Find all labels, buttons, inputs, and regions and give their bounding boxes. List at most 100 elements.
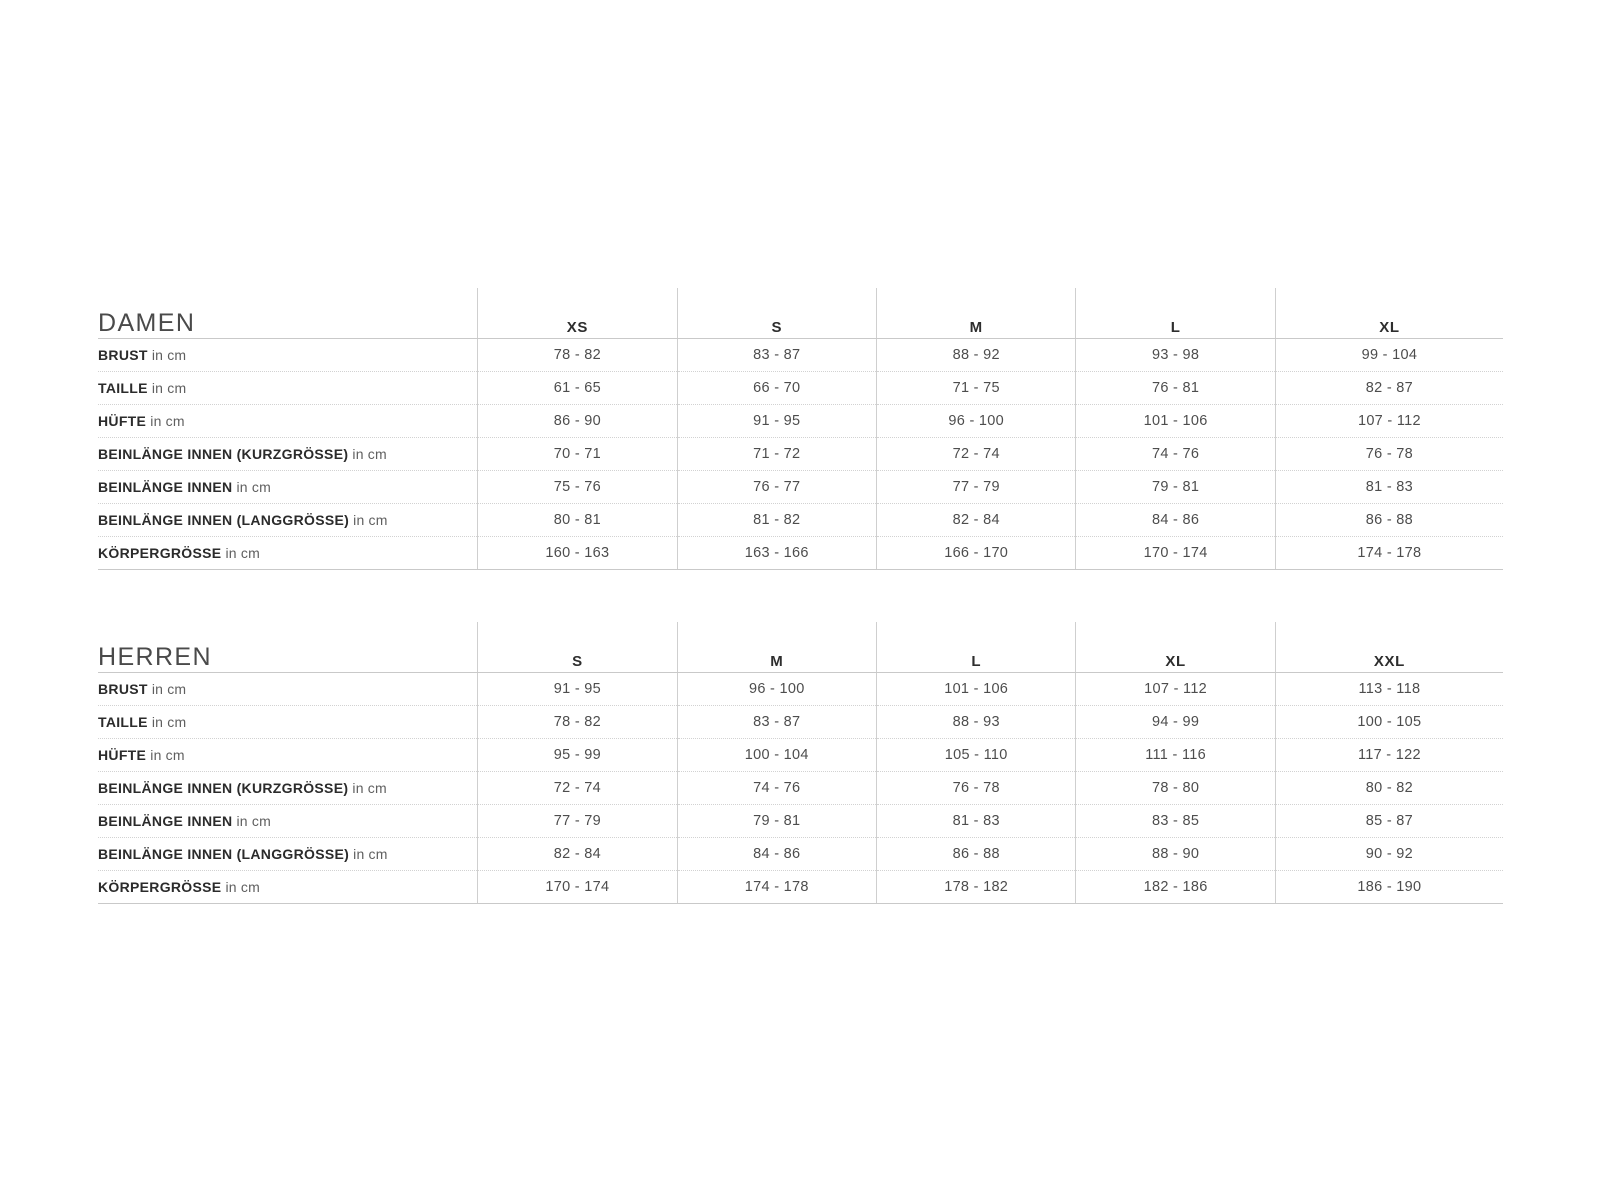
row-label: TAILLE in cm: [98, 705, 478, 739]
row-label-strong: HÜFTE: [98, 746, 147, 763]
row-label-unit: in cm: [147, 713, 187, 730]
table-row: KÖRPERGRÖSSE in cm 160 - 163 163 - 166 1…: [98, 536, 1503, 570]
row-label-strong: BEINLÄNGE INNEN: [98, 478, 233, 495]
cell-value: 90 - 92: [1274, 837, 1503, 871]
cell-value: 186 - 190: [1274, 870, 1503, 904]
cell-value: 82 - 84: [875, 503, 1076, 537]
cell-value: 80 - 82: [1274, 771, 1503, 805]
column-header-size-2: M: [875, 288, 1076, 339]
table-body-herren: BRUST in cm 91 - 95 96 - 100 101 - 106 1…: [98, 672, 1503, 904]
cell-value: 74 - 76: [1075, 437, 1276, 471]
row-label: BEINLÄNGE INNEN (KURZGRÖSSE) in cm: [98, 771, 478, 805]
table-header-herren: HERREN S M L XL XXL: [98, 622, 1503, 673]
cell-value: 83 - 87: [676, 705, 877, 739]
row-label: KÖRPERGRÖSSE in cm: [98, 536, 478, 570]
cell-value: 182 - 186: [1075, 870, 1276, 904]
cell-value: 78 - 82: [477, 705, 678, 739]
table-row: HÜFTE in cm 95 - 99 100 - 104 105 - 110 …: [98, 738, 1503, 772]
row-label-unit: in cm: [349, 845, 388, 862]
table-title-damen: DAMEN: [98, 288, 478, 339]
column-header-size-4: XL: [1274, 288, 1503, 339]
row-label-unit: in cm: [221, 544, 260, 561]
column-header-label: L: [1170, 319, 1181, 336]
table-row: BEINLÄNGE INNEN (LANGGRÖSSE) in cm 80 - …: [98, 503, 1503, 537]
size-tables-container: DAMEN XS S M L XL BRUST in cm 78 - 82 83…: [98, 288, 1503, 904]
cell-value: 70 - 71: [477, 437, 678, 471]
cell-value: 76 - 77: [676, 470, 877, 504]
column-header-label: XL: [1165, 653, 1186, 670]
cell-value: 163 - 166: [676, 536, 877, 570]
column-header-size-3: L: [1075, 288, 1276, 339]
cell-value: 71 - 72: [676, 437, 877, 471]
cell-value: 80 - 81: [477, 503, 678, 537]
cell-value: 76 - 78: [1274, 437, 1503, 471]
cell-value: 61 - 65: [477, 371, 678, 405]
column-header-label: M: [969, 319, 983, 336]
row-label-strong: BRUST: [98, 680, 148, 697]
cell-value: 81 - 83: [875, 804, 1076, 838]
cell-value: 81 - 83: [1274, 470, 1503, 504]
table-row: KÖRPERGRÖSSE in cm 170 - 174 174 - 178 1…: [98, 870, 1503, 904]
table-row: HÜFTE in cm 86 - 90 91 - 95 96 - 100 101…: [98, 404, 1503, 438]
cell-value: 83 - 85: [1075, 804, 1276, 838]
table-header-damen: DAMEN XS S M L XL: [98, 288, 1503, 339]
table-row: BEINLÄNGE INNEN (KURZGRÖSSE) in cm 72 - …: [98, 771, 1503, 805]
cell-value: 71 - 75: [875, 371, 1076, 405]
column-header-size-2: L: [875, 622, 1076, 673]
cell-value: 160 - 163: [477, 536, 678, 570]
cell-value: 77 - 79: [477, 804, 678, 838]
cell-value: 86 - 88: [1274, 503, 1503, 537]
column-header-size-3: XL: [1075, 622, 1276, 673]
cell-value: 113 - 118: [1274, 672, 1503, 706]
row-label-unit: in cm: [146, 746, 185, 763]
table-title-herren: HERREN: [98, 622, 478, 673]
row-label-strong: BEINLÄNGE INNEN: [98, 812, 233, 829]
cell-value: 78 - 80: [1075, 771, 1276, 805]
row-label-strong: KÖRPERGRÖSSE: [98, 544, 222, 561]
row-label: BEINLÄNGE INNEN (LANGGRÖSSE) in cm: [98, 837, 478, 871]
column-header-label: XXL: [1373, 653, 1405, 670]
table-row: TAILLE in cm 78 - 82 83 - 87 88 - 93 94 …: [98, 705, 1503, 739]
row-label-unit: in cm: [221, 878, 260, 895]
column-header-label: S: [572, 653, 583, 670]
row-label: TAILLE in cm: [98, 371, 478, 405]
cell-value: 96 - 100: [676, 672, 877, 706]
cell-value: 66 - 70: [676, 371, 877, 405]
cell-value: 77 - 79: [875, 470, 1076, 504]
row-label: BEINLÄNGE INNEN (KURZGRÖSSE) in cm: [98, 437, 478, 471]
cell-value: 72 - 74: [477, 771, 678, 805]
cell-value: 107 - 112: [1075, 672, 1276, 706]
row-label: HÜFTE in cm: [98, 404, 478, 438]
row-label: BEINLÄNGE INNEN (LANGGRÖSSE) in cm: [98, 503, 478, 537]
header-row: HERREN S M L XL XXL: [98, 622, 1503, 673]
row-label-unit: in cm: [232, 478, 271, 495]
cell-value: 96 - 100: [875, 404, 1076, 438]
row-label-unit: in cm: [147, 379, 187, 396]
cell-value: 76 - 81: [1075, 371, 1276, 405]
cell-value: 99 - 104: [1274, 338, 1503, 372]
cell-value: 91 - 95: [676, 404, 877, 438]
cell-value: 84 - 86: [676, 837, 877, 871]
table-row: BRUST in cm 78 - 82 83 - 87 88 - 92 93 -…: [98, 338, 1503, 372]
table-row: BEINLÄNGE INNEN in cm 77 - 79 79 - 81 81…: [98, 804, 1503, 838]
cell-value: 178 - 182: [875, 870, 1076, 904]
cell-value: 83 - 87: [676, 338, 877, 372]
row-label: BRUST in cm: [98, 338, 478, 372]
column-header-size-0: S: [477, 622, 678, 673]
table-row: BRUST in cm 91 - 95 96 - 100 101 - 106 1…: [98, 672, 1503, 706]
column-header-label: L: [971, 653, 982, 670]
cell-value: 82 - 84: [477, 837, 678, 871]
table-row: BEINLÄNGE INNEN in cm 75 - 76 76 - 77 77…: [98, 470, 1503, 504]
column-header-size-1: M: [676, 622, 877, 673]
column-header-label: M: [770, 653, 784, 670]
cell-value: 100 - 104: [676, 738, 877, 772]
cell-value: 85 - 87: [1274, 804, 1503, 838]
row-label-strong: BEINLÄNGE INNEN (LANGGRÖSSE): [98, 845, 350, 862]
cell-value: 117 - 122: [1274, 738, 1503, 772]
row-label-strong: BEINLÄNGE INNEN (LANGGRÖSSE): [98, 511, 350, 528]
cell-value: 101 - 106: [1075, 404, 1276, 438]
cell-value: 166 - 170: [875, 536, 1076, 570]
column-header-size-0: XS: [477, 288, 678, 339]
header-row: DAMEN XS S M L XL: [98, 288, 1503, 339]
